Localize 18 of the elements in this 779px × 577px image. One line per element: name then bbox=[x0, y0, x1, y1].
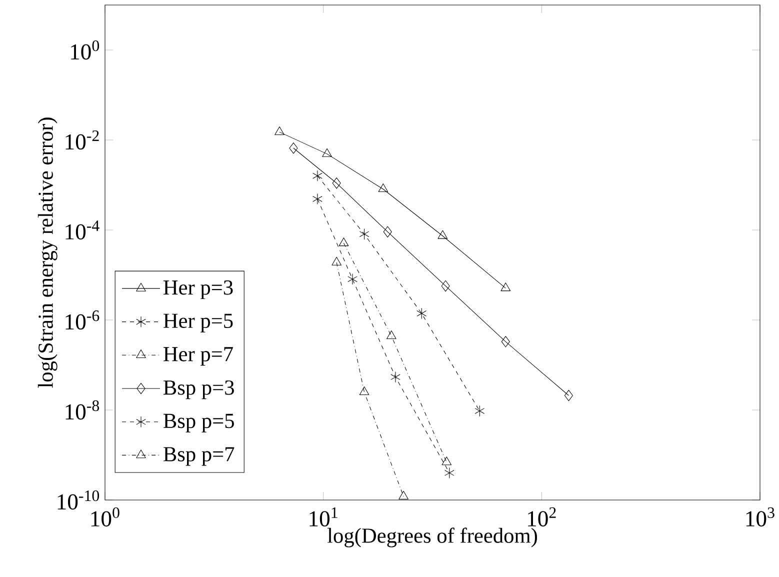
x-tick-label: 10$^{0}$ bbox=[91, 507, 120, 527]
x-tick-label: 10$^{2}$ bbox=[528, 507, 556, 526]
y-tick-label: 10$^{-2}$ bbox=[66, 130, 99, 150]
legend-label: Bsp p=5 bbox=[164, 414, 234, 432]
y-tick-label: 10$^{-8}$ bbox=[66, 400, 100, 420]
x-tick-label: 10$^{1}$ bbox=[310, 507, 338, 526]
legend-label: Bsp p=7 bbox=[164, 447, 234, 466]
legend-label: Her p=7 bbox=[164, 347, 233, 366]
y-axis-title: log(Strain energy relative error) bbox=[38, 118, 58, 388]
legend-label: Her p=5 bbox=[164, 314, 233, 332]
y-tick-label: 10$^{-4}$ bbox=[66, 220, 100, 240]
x-tick-label: 10$^{3}$ bbox=[746, 507, 774, 526]
y-tick-label: 10$^{-6}$ bbox=[66, 310, 100, 330]
y-tick-label: 10$^{-10}$ bbox=[58, 490, 100, 510]
legend-label: Bsp p=3 bbox=[164, 380, 234, 400]
legend-label: Her p=3 bbox=[164, 280, 233, 300]
x-axis-title: log(Degrees of freedom) bbox=[327, 528, 537, 548]
y-tick-label: 10$^{0}$ bbox=[71, 40, 100, 60]
